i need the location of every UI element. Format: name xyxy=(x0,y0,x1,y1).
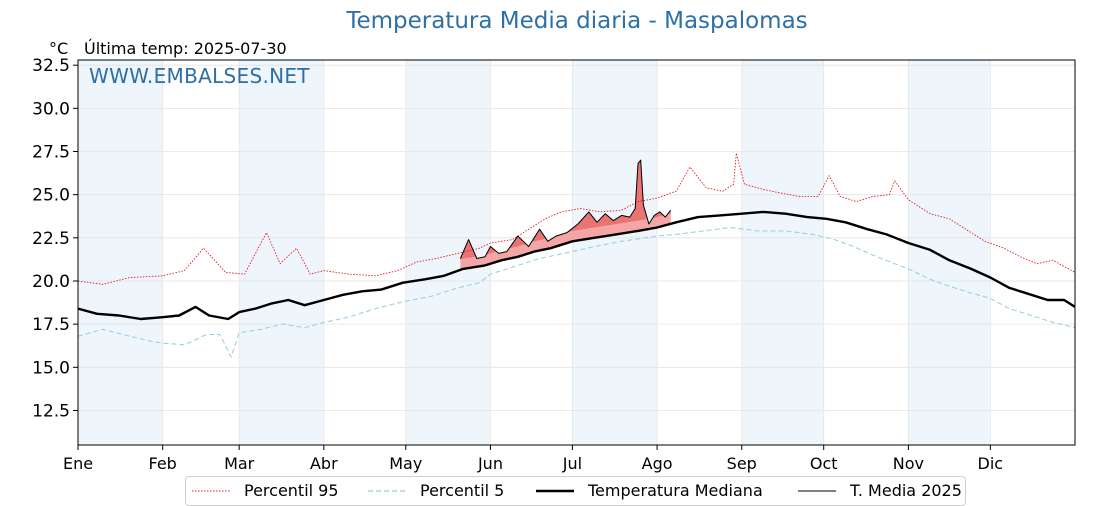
series-2025-line xyxy=(459,159,672,259)
legend-label-p5: Percentil 5 xyxy=(420,481,505,500)
plot-frame xyxy=(77,59,1076,446)
series-p95-line xyxy=(77,152,1076,285)
x-tick-label: Sep xyxy=(727,454,757,473)
month-band-Sep xyxy=(741,60,824,445)
legend-swatch-2025 xyxy=(798,490,836,491)
legend: Percentil 95 Percentil 5 Temperatura Med… xyxy=(185,476,966,506)
y-tick-label: 17.5 xyxy=(32,315,70,335)
x-tick-label: Jul xyxy=(562,454,582,473)
y-tick-label: 30.0 xyxy=(32,99,70,119)
month-band-Jul xyxy=(572,60,658,445)
legend-swatch-median xyxy=(536,489,574,492)
y-tick-label: 20.0 xyxy=(32,272,70,292)
x-tick-label: Ene xyxy=(63,454,93,473)
month-band-Ene xyxy=(78,60,163,445)
legend-swatch-p95 xyxy=(192,490,230,491)
legend-label-p95: Percentil 95 xyxy=(244,481,339,500)
series-p5-line xyxy=(77,226,1076,358)
y-tick-label: 27.5 xyxy=(32,143,70,163)
y-tick-label: 32.5 xyxy=(32,56,70,76)
x-tick-label: Abr xyxy=(310,454,338,473)
chart-title: Temperatura Media diaria - Maspalomas xyxy=(346,8,808,34)
last-temp-label: Última temp: 2025-07-30 xyxy=(84,39,287,58)
month-band-Nov xyxy=(908,60,991,445)
watermark: WWW.EMBALSES.NET xyxy=(89,64,310,88)
x-tick-label: May xyxy=(389,454,422,473)
month-band-Mar xyxy=(239,60,324,445)
x-tick-label: Feb xyxy=(149,454,177,473)
y-tick-label: 12.5 xyxy=(32,401,70,421)
y-tick-label: 15.0 xyxy=(32,358,70,378)
series-lines xyxy=(77,152,1076,358)
x-tick-label: Jun xyxy=(477,454,503,473)
legend-item-p5: Percentil 5 xyxy=(368,481,504,500)
legend-label-median: Temperatura Mediana xyxy=(588,481,763,500)
x-tick-label: Mar xyxy=(224,454,255,473)
y-ticks: 12.5 15.0 17.5 20.0 22.5 25.0 27.5 30.0 32.5 xyxy=(32,56,78,421)
y-tick-label: 22.5 xyxy=(32,229,70,249)
chart-plot: 12.5 15.0 17.5 20.0 22.5 25.0 27.5 30.0 32.5 Ene… xyxy=(32,56,1076,473)
fill-above-median xyxy=(460,160,671,270)
x-tick-label: Nov xyxy=(893,454,924,473)
x-tick-label: Ago xyxy=(642,454,673,473)
legend-item-2025: T. Media 2025 xyxy=(798,481,962,500)
x-tick-label: Oct xyxy=(810,454,838,473)
axes xyxy=(77,59,1076,446)
month-band-May xyxy=(405,60,491,445)
x-tick-label: Dic xyxy=(978,454,1004,473)
x-ticks: Ene Feb Mar Abr May Jun Jul Ago Sep Oct Nov Dic xyxy=(63,445,1003,473)
above-median-fill xyxy=(460,160,671,270)
legend-item-median: Temperatura Mediana xyxy=(536,481,763,500)
legend-swatch-p5 xyxy=(368,489,406,492)
legend-item-p95: Percentil 95 xyxy=(192,481,339,500)
y-unit-label: °C xyxy=(49,39,69,58)
series-median-line xyxy=(77,210,1076,321)
legend-label-2025: T. Media 2025 xyxy=(850,481,962,500)
y-tick-label: 25.0 xyxy=(32,186,70,206)
month-bands xyxy=(78,60,991,445)
